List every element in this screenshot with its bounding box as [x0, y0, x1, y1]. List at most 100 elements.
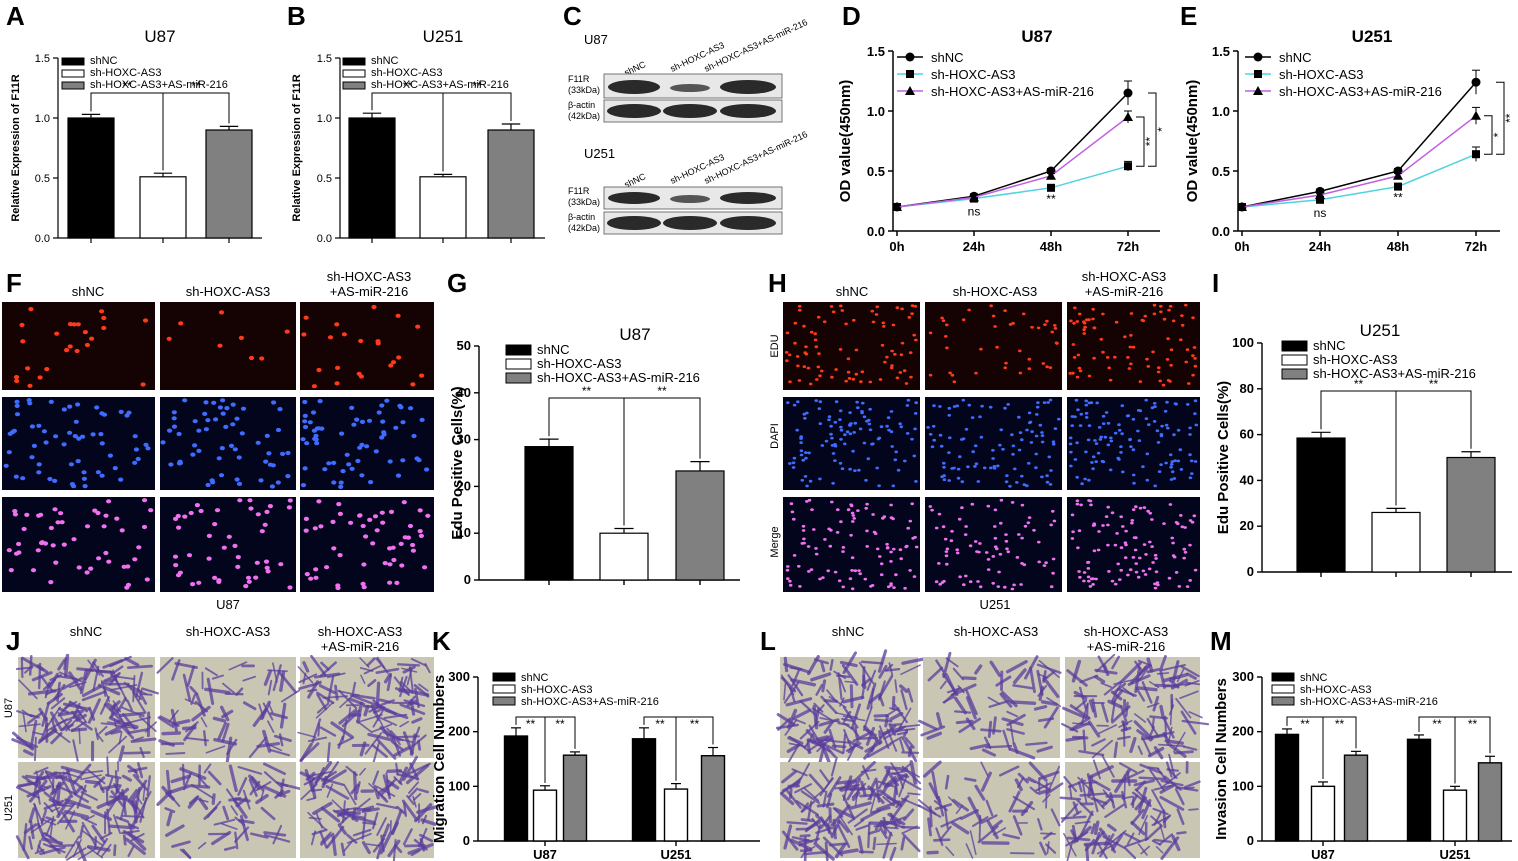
- cell-stroke: [974, 664, 983, 675]
- cell-stroke: [137, 688, 148, 705]
- cell-dot: [230, 402, 236, 407]
- legend-swatch: [1281, 368, 1308, 380]
- cell-dot: [13, 375, 20, 380]
- cell-stroke: [860, 809, 882, 822]
- cell-dot: [12, 512, 18, 517]
- cell-stroke: [113, 718, 118, 728]
- cell-stroke: [794, 708, 812, 719]
- cell-dot: [336, 502, 342, 507]
- image-tile-bg: [160, 397, 296, 490]
- cell-stroke: [789, 736, 812, 754]
- cell-stroke: [280, 782, 303, 791]
- cell-stroke: [1188, 808, 1199, 811]
- cell-dot: [898, 371, 903, 374]
- cell-dot: [807, 451, 811, 455]
- legend-swatch: [492, 696, 516, 706]
- cell-dot: [173, 563, 179, 568]
- y-tick-label: 0: [1247, 833, 1254, 848]
- cell-stroke: [1092, 759, 1101, 780]
- cell-stroke: [965, 689, 978, 716]
- cell-dot: [793, 341, 797, 345]
- cell-stroke: [876, 842, 897, 846]
- cell-dot: [850, 556, 855, 560]
- cell-dot: [1114, 320, 1119, 324]
- cell-stroke: [1114, 768, 1131, 793]
- cell-stroke: [1078, 686, 1087, 710]
- cell-dot: [1005, 474, 1009, 477]
- cell-dot: [820, 444, 825, 447]
- cell-stroke: [967, 796, 983, 822]
- cell-dot: [833, 570, 838, 574]
- cell-stroke: [1090, 823, 1097, 835]
- cell-stroke: [814, 824, 822, 844]
- cell-dot: [331, 546, 337, 551]
- cell-dot: [1078, 575, 1082, 579]
- cell-dot: [192, 443, 198, 448]
- cell-dot: [1074, 398, 1079, 402]
- cell-stroke: [29, 820, 35, 840]
- annotation-label: *: [1155, 127, 1169, 132]
- cell-dot: [379, 435, 385, 440]
- cell-stroke: [395, 762, 399, 776]
- cell-stroke: [220, 822, 238, 830]
- cell-dot: [13, 474, 19, 479]
- cell-dot: [230, 422, 236, 427]
- cell-dot: [340, 469, 346, 474]
- image-col-label-shnc: shNC: [832, 624, 865, 639]
- cell-dot: [375, 341, 381, 346]
- cell-dot: [1136, 409, 1141, 412]
- cell-dot: [974, 462, 979, 466]
- cell-dot: [1131, 448, 1136, 452]
- cell-dot: [1084, 450, 1088, 454]
- cell-stroke: [326, 825, 345, 849]
- cell-dot: [805, 411, 809, 415]
- cell-dot: [831, 481, 835, 485]
- cell-dot: [792, 403, 797, 407]
- cell-stroke: [1037, 788, 1051, 795]
- cell-stroke: [206, 800, 222, 819]
- cell-dot: [993, 536, 998, 540]
- cell-dot: [839, 437, 843, 441]
- cell-dot: [1020, 536, 1024, 540]
- cell-stroke: [144, 721, 157, 733]
- cell-dot: [848, 411, 852, 414]
- cell-stroke: [842, 733, 847, 754]
- legend-swatch: [342, 69, 366, 78]
- cell-stroke: [1088, 765, 1114, 779]
- cell-dot: [387, 546, 393, 551]
- cell-stroke: [187, 796, 199, 809]
- cell-dot: [192, 419, 198, 424]
- cell-stroke: [1072, 810, 1082, 817]
- cell-dot: [989, 304, 993, 308]
- cell-dot: [1026, 521, 1031, 525]
- cell-dot: [1020, 503, 1025, 507]
- cell-dot: [851, 377, 856, 381]
- cell-stroke: [267, 679, 273, 696]
- cell-dot: [912, 454, 917, 458]
- cell-dot: [36, 470, 42, 475]
- cell-dot: [964, 525, 968, 528]
- cell-dot: [838, 409, 843, 413]
- cell-stroke: [418, 683, 429, 692]
- cell-stroke: [1012, 684, 1034, 690]
- cell-dot: [223, 424, 229, 429]
- cell-dot: [1045, 365, 1049, 369]
- cell-dot: [1094, 442, 1099, 445]
- cell-stroke: [822, 790, 828, 808]
- cell-dot: [50, 543, 56, 548]
- y-tick-label: 30: [457, 432, 471, 447]
- cell-dot: [1086, 438, 1091, 442]
- marker-square: [1254, 70, 1262, 78]
- cell-stroke: [1117, 735, 1131, 741]
- cell-stroke: [101, 680, 111, 703]
- cell-stroke: [862, 706, 873, 731]
- cell-stroke: [391, 809, 403, 835]
- cell-stroke: [1122, 661, 1142, 682]
- cell-dot: [1154, 557, 1158, 560]
- significance-bracket: [1148, 92, 1157, 167]
- cell-stroke: [194, 700, 208, 713]
- legend-label: sh-HOXC-AS3: [1313, 352, 1398, 367]
- edu-image-tile: [300, 302, 434, 390]
- marker-triangle: [1123, 112, 1133, 121]
- cell-dot: [1176, 459, 1181, 463]
